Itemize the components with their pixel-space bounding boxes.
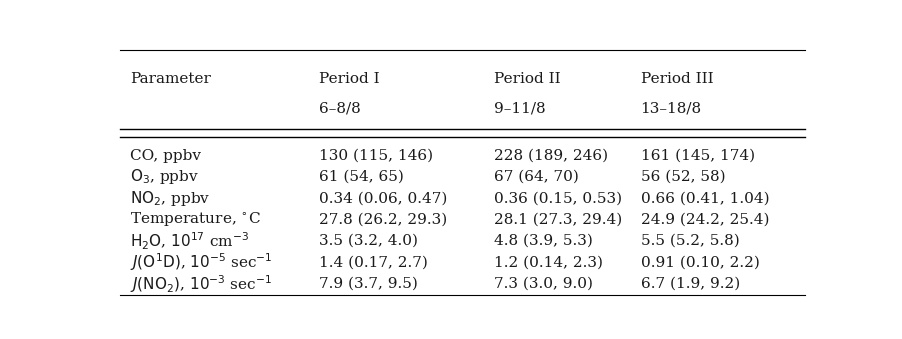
Text: 0.36 (0.15, 0.53): 0.36 (0.15, 0.53) — [493, 191, 621, 205]
Text: Temperature, $^{\circ}$C: Temperature, $^{\circ}$C — [130, 211, 261, 229]
Text: 24.9 (24.2, 25.4): 24.9 (24.2, 25.4) — [640, 213, 769, 227]
Text: 67 (64, 70): 67 (64, 70) — [493, 170, 578, 184]
Text: 5.5 (5.2, 5.8): 5.5 (5.2, 5.8) — [640, 234, 740, 248]
Text: 0.34 (0.06, 0.47): 0.34 (0.06, 0.47) — [319, 191, 447, 205]
Text: 56 (52, 58): 56 (52, 58) — [640, 170, 725, 184]
Text: 7.3 (3.0, 9.0): 7.3 (3.0, 9.0) — [493, 277, 593, 291]
Text: $J(\mathrm{NO_2})$, $10^{-3}$ sec$^{-1}$: $J(\mathrm{NO_2})$, $10^{-3}$ sec$^{-1}$ — [130, 273, 272, 295]
Text: 6–8/8: 6–8/8 — [319, 102, 361, 116]
Text: 4.8 (3.9, 5.3): 4.8 (3.9, 5.3) — [493, 234, 593, 248]
Text: 13–18/8: 13–18/8 — [640, 102, 702, 116]
Text: Parameter: Parameter — [130, 72, 211, 85]
Text: $\mathrm{O_3}$, ppbv: $\mathrm{O_3}$, ppbv — [130, 167, 199, 186]
Text: 1.2 (0.14, 2.3): 1.2 (0.14, 2.3) — [493, 256, 603, 270]
Text: 7.9 (3.7, 9.5): 7.9 (3.7, 9.5) — [319, 277, 418, 291]
Text: 9–11/8: 9–11/8 — [493, 102, 546, 116]
Text: 27.8 (26.2, 29.3): 27.8 (26.2, 29.3) — [319, 213, 447, 227]
Text: Period III: Period III — [640, 72, 713, 85]
Text: Period I: Period I — [319, 72, 380, 85]
Text: 228 (189, 246): 228 (189, 246) — [493, 148, 608, 162]
Text: $\mathrm{H_2O}$, $10^{17}$ cm$^{-3}$: $\mathrm{H_2O}$, $10^{17}$ cm$^{-3}$ — [130, 231, 249, 252]
Text: 0.66 (0.41, 1.04): 0.66 (0.41, 1.04) — [640, 191, 769, 205]
Text: 130 (115, 146): 130 (115, 146) — [319, 148, 433, 162]
Text: 161 (145, 174): 161 (145, 174) — [640, 148, 755, 162]
Text: CO, ppbv: CO, ppbv — [130, 148, 201, 162]
Text: 61 (54, 65): 61 (54, 65) — [319, 170, 404, 184]
Text: Period II: Period II — [493, 72, 560, 85]
Text: 6.7 (1.9, 9.2): 6.7 (1.9, 9.2) — [640, 277, 740, 291]
Text: $\mathrm{NO_2}$, ppbv: $\mathrm{NO_2}$, ppbv — [130, 189, 210, 208]
Text: 28.1 (27.3, 29.4): 28.1 (27.3, 29.4) — [493, 213, 622, 227]
Text: $J(\mathrm{O^1D})$, $10^{-5}$ sec$^{-1}$: $J(\mathrm{O^1D})$, $10^{-5}$ sec$^{-1}$ — [130, 252, 272, 274]
Text: 0.91 (0.10, 2.2): 0.91 (0.10, 2.2) — [640, 256, 759, 270]
Text: 3.5 (3.2, 4.0): 3.5 (3.2, 4.0) — [319, 234, 418, 248]
Text: 1.4 (0.17, 2.7): 1.4 (0.17, 2.7) — [319, 256, 428, 270]
